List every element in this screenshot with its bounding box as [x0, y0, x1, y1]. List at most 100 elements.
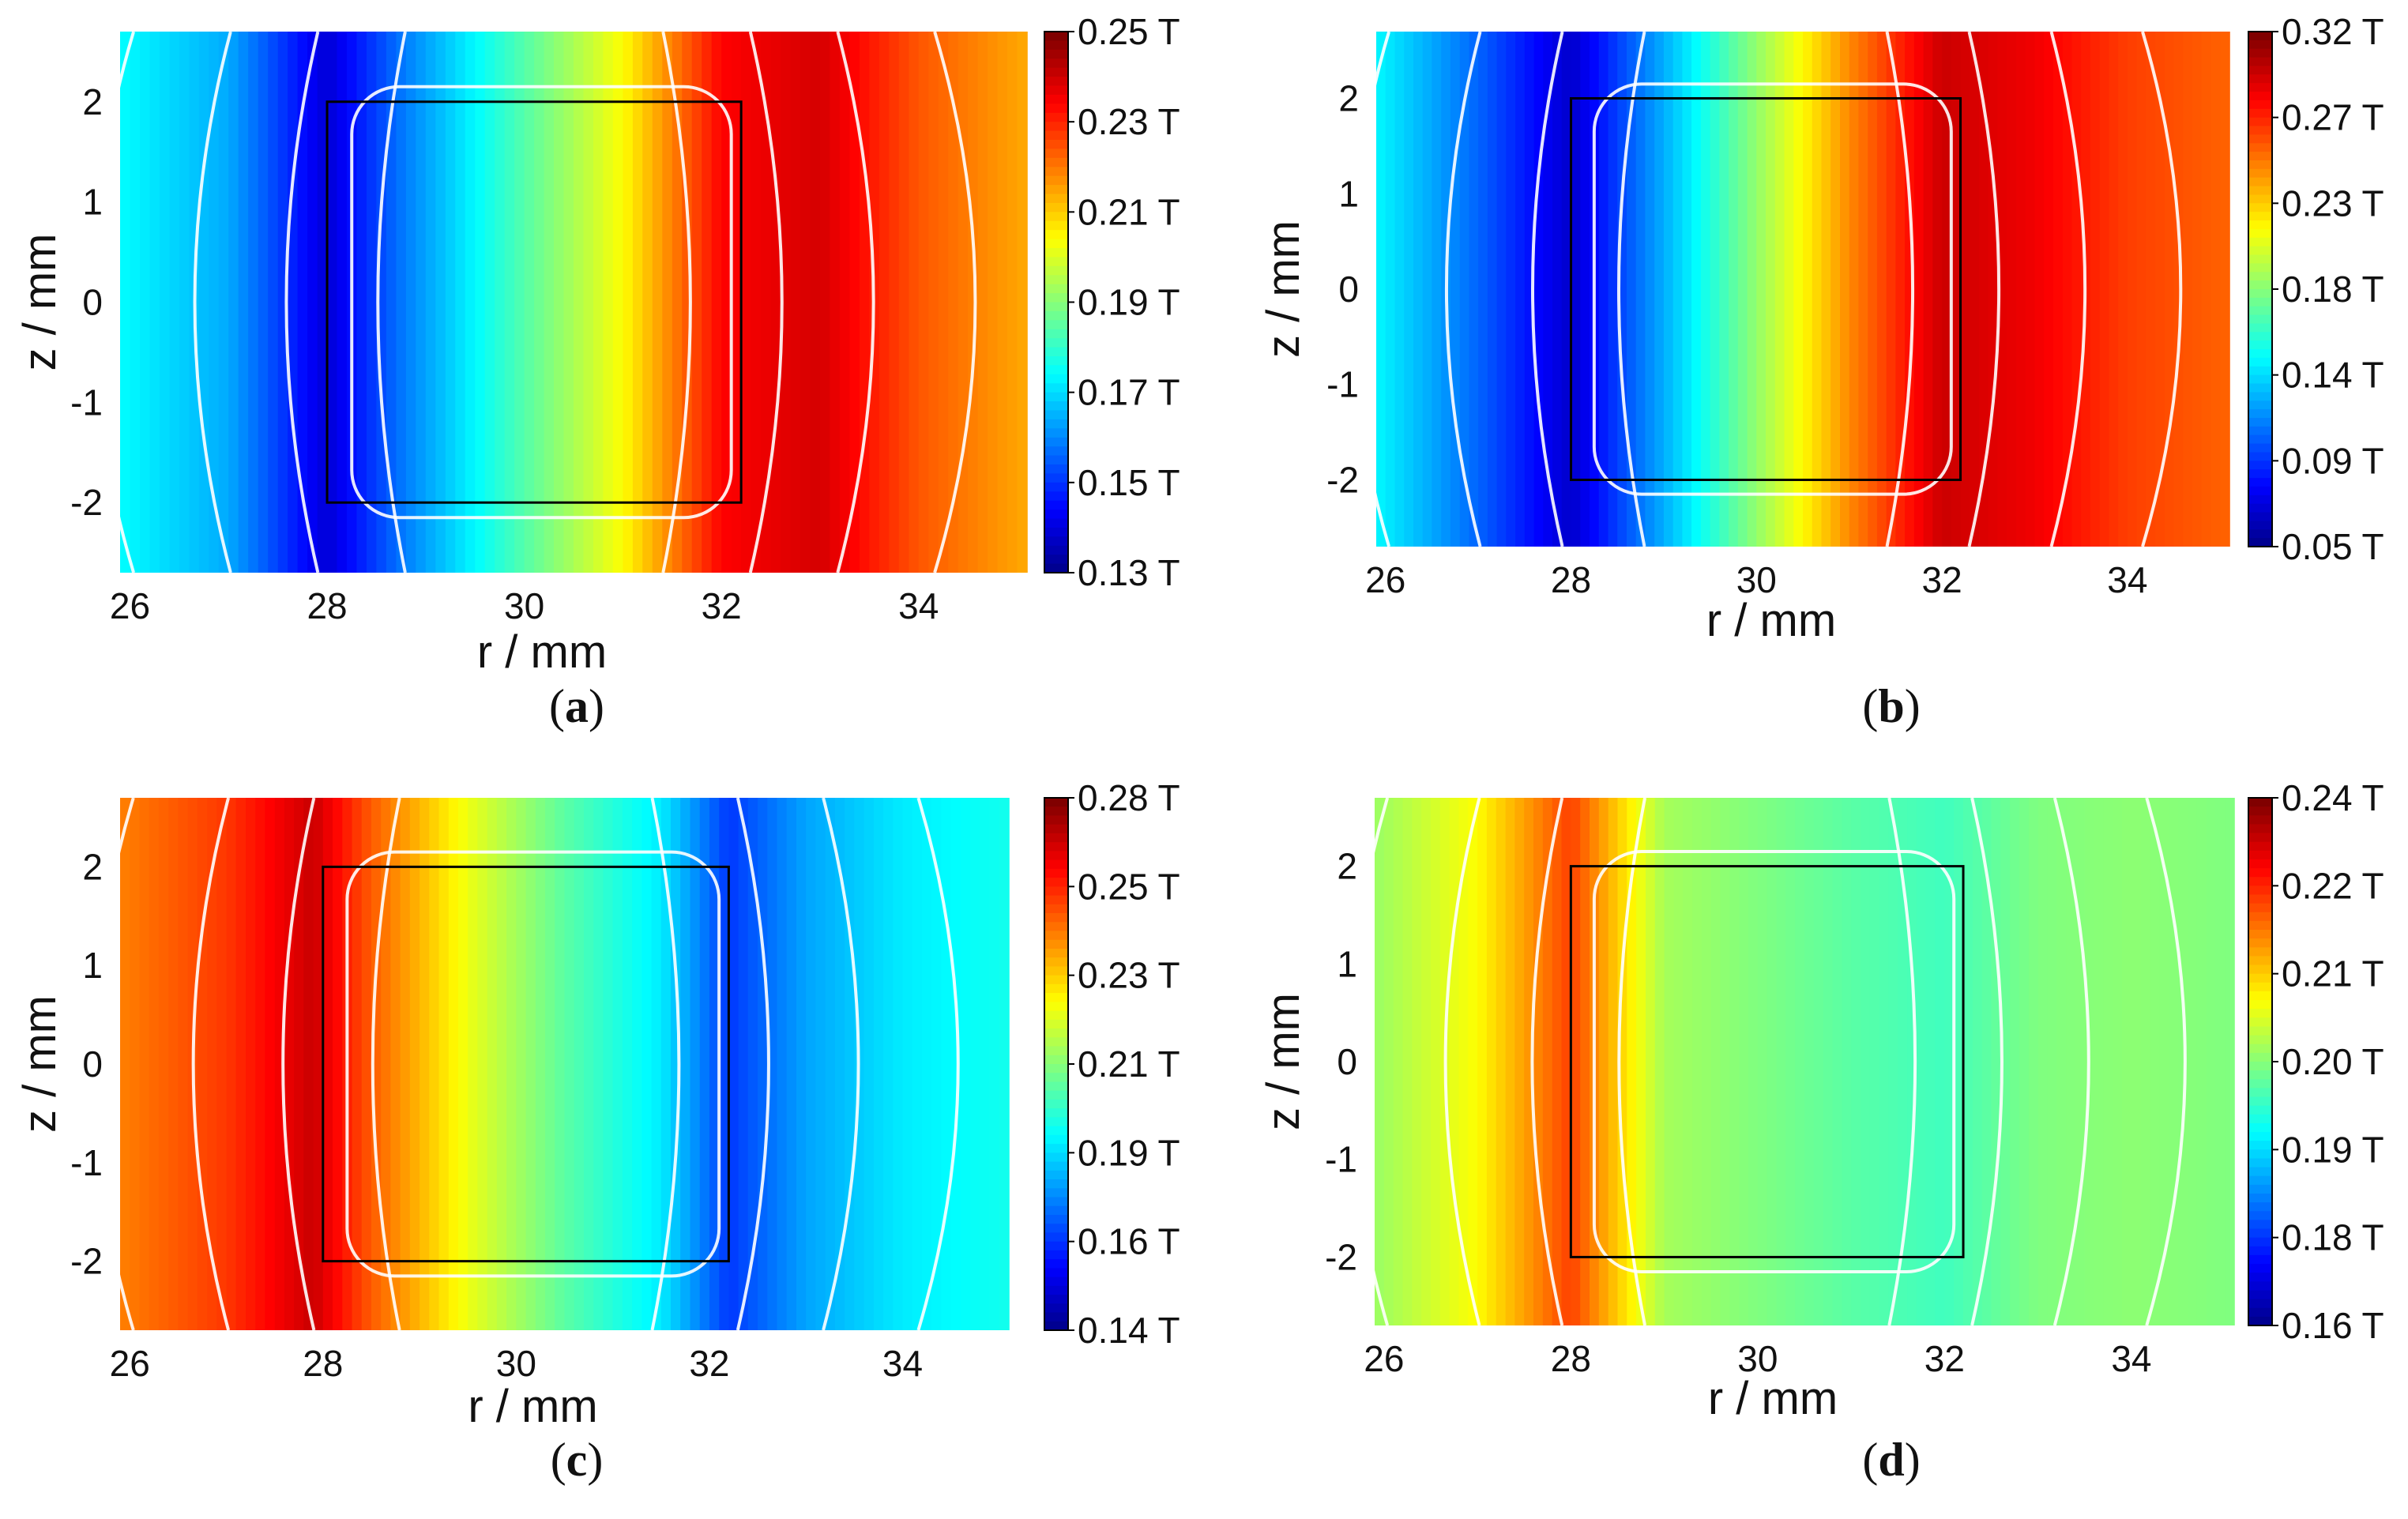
colorbar-step-d — [2248, 1132, 2272, 1141]
colorbar-step-d — [2248, 1026, 2272, 1036]
heat-strip-b — [2007, 32, 2017, 547]
heat-strip-c — [970, 798, 981, 1330]
colorbar-step-a — [1044, 265, 1068, 276]
heat-strip-d — [1692, 798, 1703, 1325]
colorbar-step-c — [1044, 913, 1068, 923]
y-tick-b-0: 0 — [1338, 269, 1359, 310]
heat-strip-a — [396, 32, 407, 573]
x-tick-b-28: 28 — [1551, 559, 1591, 600]
heat-strip-a — [958, 32, 969, 573]
heat-strip-a — [642, 32, 653, 573]
x-tick-c-34: 34 — [882, 1343, 923, 1384]
colorbar-step-d — [2248, 868, 2272, 878]
heat-strip-a — [248, 32, 259, 573]
heat-strip-d — [2019, 798, 2030, 1325]
heat-strip-d — [1383, 798, 1394, 1325]
heat-strip-a — [632, 32, 644, 573]
contour-line-a-6 — [836, 31, 875, 573]
heat-strip-c — [834, 798, 845, 1330]
heat-strip-b — [1506, 32, 1516, 547]
colorbar-step-a — [1044, 167, 1068, 177]
heat-strip-c — [139, 798, 150, 1330]
heat-strip-b — [2183, 32, 2193, 547]
x-tick-c-32: 32 — [689, 1343, 729, 1384]
heat-strip-c — [719, 798, 730, 1330]
y-tick-c-2: 2 — [82, 846, 103, 887]
colorbar-step-c — [1044, 815, 1068, 825]
heat-strip-d — [2066, 798, 2076, 1325]
colorbar-step-a — [1044, 103, 1068, 114]
caption-letter-a: a — [565, 680, 589, 732]
magnet-box-d — [1569, 865, 1965, 1258]
colorbar-step-d — [2248, 833, 2272, 843]
y-tick-c--1: -1 — [70, 1142, 103, 1183]
heat-strip-d — [2131, 798, 2142, 1325]
caption-b: (b) — [1862, 680, 1921, 732]
contours-d — [1347, 797, 2187, 1326]
heat-strip-b — [2016, 32, 2026, 547]
colorbar-step-c — [1044, 1250, 1068, 1260]
heat-strip-d — [1654, 798, 1665, 1325]
colorbar-step-b — [2248, 32, 2272, 41]
colorbar-label-b-1: 0.27 T — [2282, 97, 2384, 138]
heat-strip-c — [863, 798, 875, 1330]
colorbar-b: 0.32 T 0.27 T 0.23 T 0.18 T 0.14 T 0.09 T 0.05… — [2248, 11, 2384, 567]
colorbar-step-a — [1044, 275, 1068, 285]
heat-strip-a — [790, 32, 801, 573]
x-tick-d-32: 32 — [1925, 1338, 1965, 1379]
heat-strip-d — [2196, 798, 2207, 1325]
contour-line-c-0 — [92, 797, 135, 1331]
y-ticks-b: 2 1 0 -1 -2 — [1326, 78, 1359, 501]
x-tick-d-30: 30 — [1737, 1338, 1778, 1379]
heat-strip-b — [1422, 32, 1433, 547]
heat-strip-a — [761, 32, 772, 573]
heat-strip-b — [2146, 32, 2156, 547]
x-ticks-d: 26 28 30 32 34 — [1364, 1338, 2151, 1379]
heat-strip-c — [333, 798, 343, 1330]
colorbar-step-b — [2248, 57, 2272, 67]
colorbar-step-c — [1044, 859, 1068, 870]
heat-strip-b — [1487, 32, 1498, 547]
colorbar-step-c — [1044, 1259, 1068, 1269]
heat-strip-c — [313, 798, 324, 1330]
heat-strip-a — [554, 32, 565, 573]
colorbar-step-a — [1044, 130, 1068, 141]
heat-strip-c — [487, 798, 498, 1330]
colorbar-step-c — [1044, 966, 1068, 976]
colorbar-step-d — [2248, 1141, 2272, 1151]
colorbar-step-a — [1044, 347, 1068, 357]
colorbar-step-c — [1044, 878, 1068, 888]
colorbar-step-b — [2248, 538, 2272, 547]
colorbar-step-c — [1044, 1010, 1068, 1021]
heat-strip-c — [786, 798, 797, 1330]
colorbar-step-c — [1044, 1303, 1068, 1314]
heat-strip-d — [1449, 798, 1460, 1325]
heat-strip-c — [893, 798, 904, 1330]
contour-line-a-3 — [376, 31, 407, 573]
heat-strip-c — [690, 798, 701, 1330]
colorbar-step-c — [1044, 1126, 1068, 1136]
colorbar-step-c — [1044, 939, 1068, 949]
heat-strip-c — [420, 798, 431, 1330]
contour-line-b-7 — [2141, 31, 2183, 547]
heat-strip-c — [709, 798, 720, 1330]
heat-strip-c — [235, 798, 246, 1330]
heat-strip-c — [699, 798, 710, 1330]
colorbar-step-b — [2248, 203, 2272, 212]
colorbar-step-a — [1044, 329, 1068, 339]
colorbar-label-c-2: 0.23 T — [1078, 955, 1180, 996]
colorbar-step-d — [2248, 920, 2272, 931]
colorbar-step-d — [2248, 991, 2272, 1001]
heat-strip-b — [1997, 32, 2007, 547]
heat-strip-c — [622, 798, 633, 1330]
heat-strip-c — [931, 798, 943, 1330]
colorbar-step-a — [1044, 356, 1068, 367]
x-tick-a-28: 28 — [307, 585, 347, 626]
y-tick-d-1: 1 — [1337, 943, 1357, 984]
heat-strip-c — [564, 798, 575, 1330]
y-tick-d--1: -1 — [1325, 1139, 1357, 1180]
colorbar-step-a — [1044, 77, 1068, 87]
colorbar-step-b — [2248, 39, 2272, 50]
colorbar-step-c — [1044, 1099, 1068, 1109]
heat-strip-a — [504, 32, 515, 573]
